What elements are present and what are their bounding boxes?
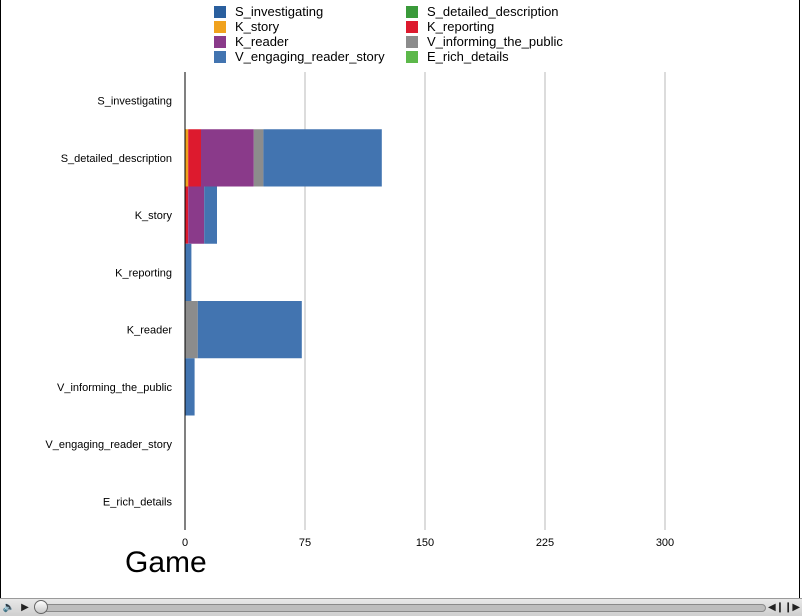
bar-segment xyxy=(185,129,189,187)
bar-segment xyxy=(185,358,195,416)
y-category-label: K_reader xyxy=(127,325,173,337)
bar-segment xyxy=(185,243,192,301)
legend-label: S_investigating xyxy=(235,4,324,19)
legend-item: K_story xyxy=(214,19,279,34)
play-icon[interactable]: ▶ xyxy=(21,602,29,613)
seek-thumb[interactable] xyxy=(34,600,48,614)
legend-label: V_informing_the_public xyxy=(427,34,563,49)
y-category-label: E_rich_details xyxy=(103,496,173,508)
legend-item: S_investigating xyxy=(214,4,323,19)
legend-label: K_story xyxy=(235,19,280,34)
y-category-label: K_reporting xyxy=(115,267,172,279)
chart-caption: Game xyxy=(125,546,207,579)
legend-item: E_rich_details xyxy=(406,49,509,64)
step-back-icon[interactable]: ◀❙ xyxy=(768,602,785,613)
seek-slider[interactable] xyxy=(36,604,766,612)
legend-item: V_engaging_reader_story xyxy=(214,49,385,64)
y-category-label: V_engaging_reader_story xyxy=(45,439,172,451)
speaker-icon[interactable]: 🔈 xyxy=(2,602,16,613)
legend-label: K_reader xyxy=(235,34,289,49)
x-tick-label: 300 xyxy=(656,537,674,549)
legend-label: V_engaging_reader_story xyxy=(235,49,385,64)
bar-segment xyxy=(188,186,205,244)
chart-frame xyxy=(0,0,800,598)
media-player-bar: 🔈 ▶ ◀❙ ❙▶ xyxy=(0,598,802,616)
legend-swatch xyxy=(214,35,226,48)
legend-swatch xyxy=(406,35,418,48)
legend-swatch xyxy=(406,5,418,18)
bar-segment xyxy=(204,186,217,244)
bar-segment xyxy=(185,301,198,359)
legend-item: K_reader xyxy=(214,34,288,49)
x-tick-label: 75 xyxy=(299,537,311,549)
bar-segment xyxy=(263,129,382,187)
legend-swatch xyxy=(214,20,226,33)
y-category-label: K_story xyxy=(135,210,173,222)
y-category-label: S_detailed_description xyxy=(61,153,172,165)
x-tick-label: 225 xyxy=(536,537,554,549)
bar-segment xyxy=(188,129,201,187)
legend-swatch xyxy=(214,5,226,18)
bar-segment xyxy=(253,129,264,187)
bar-segment xyxy=(197,301,302,359)
legend-swatch xyxy=(406,50,418,63)
legend-swatch xyxy=(406,20,418,33)
legend-item: V_informing_the_public xyxy=(406,34,563,49)
stacked-bar-chart: 0 75 150 225 300 S_investigating S_detailed_de… xyxy=(45,72,674,549)
x-tick-label: 150 xyxy=(416,537,434,549)
legend-label: E_rich_details xyxy=(427,49,509,64)
legend-label: S_detailed_description xyxy=(427,4,559,19)
x-tick-label: 0 xyxy=(182,537,188,549)
y-category-label: S_investigating xyxy=(97,96,172,108)
y-category-label: V_informing_the_public xyxy=(57,382,172,394)
legend-swatch xyxy=(214,50,226,63)
legend-label: K_reporting xyxy=(427,19,495,34)
bar-segment xyxy=(201,129,254,187)
bar-segment xyxy=(185,186,189,244)
legend-item: K_reporting xyxy=(406,19,494,34)
step-forward-icon[interactable]: ❙▶ xyxy=(784,602,801,613)
legend-item: S_detailed_description xyxy=(406,4,559,19)
